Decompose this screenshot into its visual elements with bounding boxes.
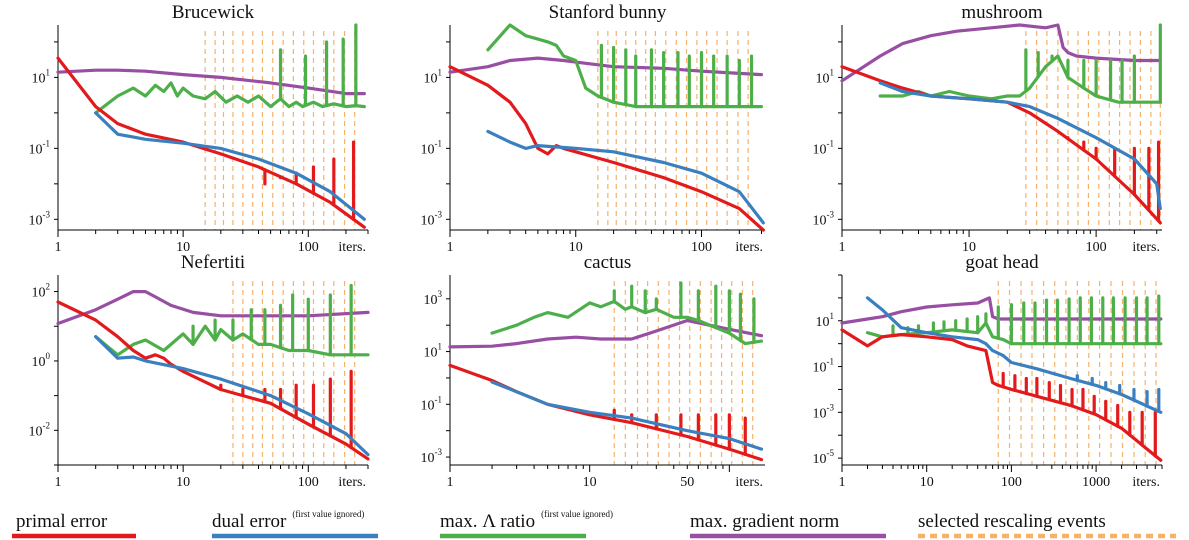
x-tick-label: 1 xyxy=(55,475,62,490)
x-tick-label: 10 xyxy=(962,240,976,255)
series-max-gradient-norm xyxy=(840,23,1162,83)
x-unit-label: iters. xyxy=(1132,240,1160,255)
series-max-ratio xyxy=(94,81,366,115)
series-dual-error xyxy=(486,129,765,225)
y-tick-label: 101 xyxy=(816,67,835,86)
series-max-gradient-norm xyxy=(56,68,366,96)
legend-item-1: primal error xyxy=(12,511,136,539)
legend-label: primal error xyxy=(16,511,108,532)
x-unit-label: iters. xyxy=(1132,475,1160,490)
y-tick-label: 101 xyxy=(32,67,51,86)
panel-mushroom: mushroom 1 10 100 iters. 101 10-1 10-3 xyxy=(813,2,1162,255)
y-tick-label: 10-1 xyxy=(29,138,51,157)
panel-title: Stanford bunny xyxy=(549,2,667,23)
x-unit-label: iters. xyxy=(735,475,763,490)
legend-label: selected rescaling events xyxy=(918,511,1106,532)
x-tick-label: 10 xyxy=(176,240,190,255)
x-tick-label: 1 xyxy=(447,240,454,255)
series-primal-error xyxy=(840,328,1163,462)
panel-title: Nefertiti xyxy=(181,252,245,273)
series-primal-error xyxy=(840,65,1162,225)
x-unit-label: iters. xyxy=(735,240,763,255)
series-dual-error xyxy=(94,111,366,221)
y-tick-label: 10-1 xyxy=(421,138,443,157)
panel-title: goat head xyxy=(965,252,1039,273)
x-tick-label: 10 xyxy=(583,475,597,490)
series-dual-error xyxy=(878,81,1162,211)
x-tick-label: 100 xyxy=(298,240,319,255)
x-tick-label: 1 xyxy=(839,240,846,255)
panel-nefertiti: Nefertiti 1 10 100 iters. 102 100 10-2 xyxy=(29,252,370,490)
y-tick-label: 103 xyxy=(424,289,443,308)
panel-brucewick: Brucewick 1 10 100 iters. 101 10-1 10-3 xyxy=(29,2,369,255)
series-max-ratio xyxy=(865,321,1163,346)
panel-stanford-bunny: Stanford bunny 1 10 100 iters. 101 10-1 10-3 xyxy=(421,2,765,255)
series-max-gradient-norm xyxy=(840,296,1163,325)
y-tick-label: 10-2 xyxy=(29,420,51,439)
y-tick-label: 10-3 xyxy=(421,447,443,466)
y-tick-label: 10-5 xyxy=(813,448,835,467)
legend-label: max. gradient norm xyxy=(690,511,840,532)
y-tick-label: 10-1 xyxy=(421,394,443,413)
x-tick-label: 10 xyxy=(920,475,934,490)
series-dual-error xyxy=(490,380,764,451)
y-tick-label: 102 xyxy=(32,282,51,301)
y-tick-label: 10-1 xyxy=(813,357,835,376)
legend-note: (first value ignored) xyxy=(292,509,364,519)
x-tick-label: 50 xyxy=(680,475,694,490)
y-tick-label: 10-1 xyxy=(813,138,835,157)
y-tick-label: 10-3 xyxy=(813,209,835,228)
x-unit-label: iters. xyxy=(338,240,366,255)
x-tick-label: 10 xyxy=(176,475,190,490)
x-tick-label: 100 xyxy=(1086,240,1107,255)
y-tick-label: 100 xyxy=(32,351,51,370)
panel-title: mushroom xyxy=(961,2,1043,23)
series-dual-error xyxy=(94,335,370,457)
series-primal-error xyxy=(448,65,765,232)
legend-note: (first value ignored) xyxy=(541,509,613,519)
legend-item-3: max. Λ ratio (first value ignored) xyxy=(440,509,613,539)
y-tick-label: 10-3 xyxy=(29,209,51,228)
series-dual-error xyxy=(865,296,1163,414)
x-unit-label: iters. xyxy=(338,475,366,490)
y-tick-label: 101 xyxy=(424,342,443,361)
series-max-ratio xyxy=(486,23,764,109)
y-tick-label: 10-3 xyxy=(421,209,443,228)
y-tick-label: 101 xyxy=(424,67,443,86)
x-tick-label: 1000 xyxy=(1082,475,1110,490)
x-tick-label: 100 xyxy=(1001,475,1022,490)
legend-item-5: selected rescaling events xyxy=(918,511,1176,539)
x-tick-label: 10 xyxy=(569,240,583,255)
series-max-gradient-norm xyxy=(448,318,764,349)
x-tick-label: 100 xyxy=(298,475,319,490)
panel-title: cactus xyxy=(584,252,631,273)
x-tick-label: 1 xyxy=(55,240,62,255)
panel-cactus: cactus 1 10 50 iters. 103 101 10-1 10-3 xyxy=(421,252,765,490)
legend-label: dual error xyxy=(212,511,287,532)
legend-item-2: dual error (first value ignored) xyxy=(212,509,378,539)
legend-item-4: max. gradient norm xyxy=(690,511,886,539)
series-primal-error xyxy=(56,300,370,461)
x-tick-label: 1 xyxy=(447,475,454,490)
series-primal-error xyxy=(56,56,366,229)
x-tick-label: 1 xyxy=(839,475,846,490)
y-tick-label: 10-3 xyxy=(813,402,835,421)
y-tick-label: 101 xyxy=(816,311,835,330)
legend-label: max. Λ ratio xyxy=(440,511,535,532)
x-tick-label: 100 xyxy=(691,240,712,255)
series-max-gradient-norm xyxy=(56,290,370,326)
panel-title: Brucewick xyxy=(172,2,255,23)
panel-goat-head: goat head 1 10 100 1000 iters. 101 10-1 10-3 10-5 xyxy=(813,252,1163,490)
